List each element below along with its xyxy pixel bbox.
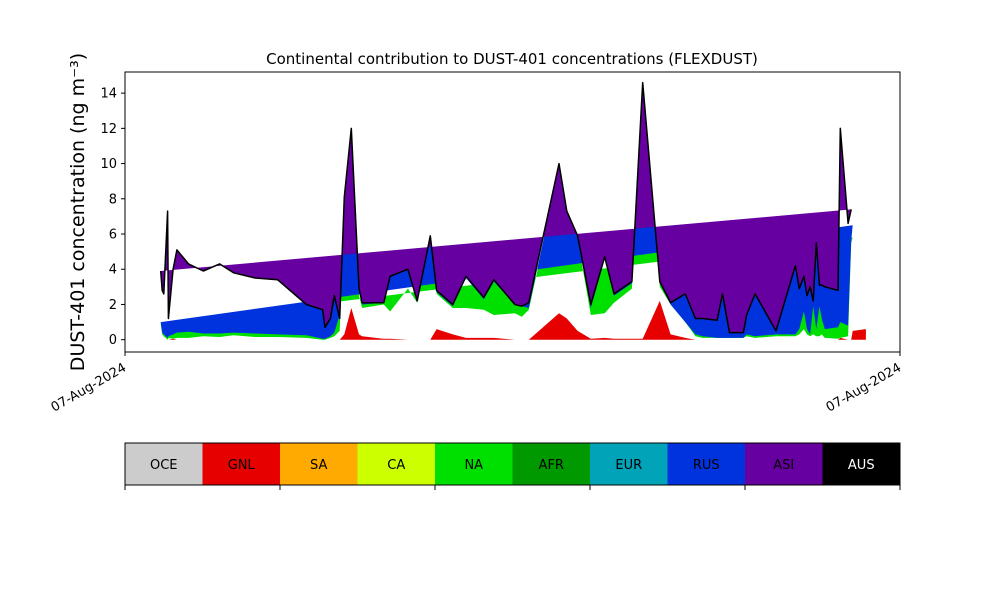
y-tick-label: 12: [100, 122, 117, 137]
legend-swatch-eur: [590, 443, 668, 485]
legend-label-rus: RUS: [693, 458, 720, 473]
axes-frame: [124, 71, 901, 353]
legend: OCE GNL SA CA NA AFR EUR RUS ASI AUS: [124, 442, 901, 490]
legend-label-sa: SA: [310, 458, 327, 473]
legend-swatch-sa: [280, 443, 358, 485]
legend-swatch-rus: [667, 443, 745, 485]
legend-label-eur: EUR: [615, 458, 642, 473]
legend-label-afr: AFR: [539, 458, 564, 473]
legend-swatch-aus: [822, 443, 900, 485]
x-tick-label: 07-Aug-2024: [824, 360, 904, 415]
area-asi: [160, 82, 852, 333]
legend-label-aus: AUS: [848, 458, 875, 473]
total-outline: [159, 81, 852, 334]
y-tick-label: 0: [109, 333, 117, 348]
y-tick-label: 10: [100, 157, 117, 172]
legend-label-ca: CA: [387, 458, 405, 473]
y-tick-label: 8: [109, 192, 117, 207]
y-tick-label: 6: [109, 228, 117, 243]
chart-title: Continental contribution to DUST-401 con…: [266, 50, 758, 68]
legend-label-na: NA: [464, 458, 483, 473]
y-tick-label: 14: [100, 87, 117, 102]
stacked-areas: [159, 81, 866, 340]
y-tick-label: 2: [109, 298, 117, 313]
legend-swatch-gnl: [202, 443, 280, 485]
legend-swatch-ca: [357, 443, 435, 485]
legend-label-oce: OCE: [150, 458, 178, 473]
legend-swatch-na: [435, 443, 513, 485]
legend-label-asi: ASI: [773, 458, 794, 473]
y-axis-label: DUST-401 concentration (ng m⁻³): [67, 53, 89, 371]
legend-swatch-afr: [512, 443, 590, 485]
legend-label-gnl: GNL: [228, 458, 256, 473]
legend-swatch-asi: [745, 443, 823, 485]
legend-frame: [124, 442, 901, 486]
legend-swatch-oce: [125, 443, 203, 485]
y-tick-label: 4: [109, 263, 117, 278]
